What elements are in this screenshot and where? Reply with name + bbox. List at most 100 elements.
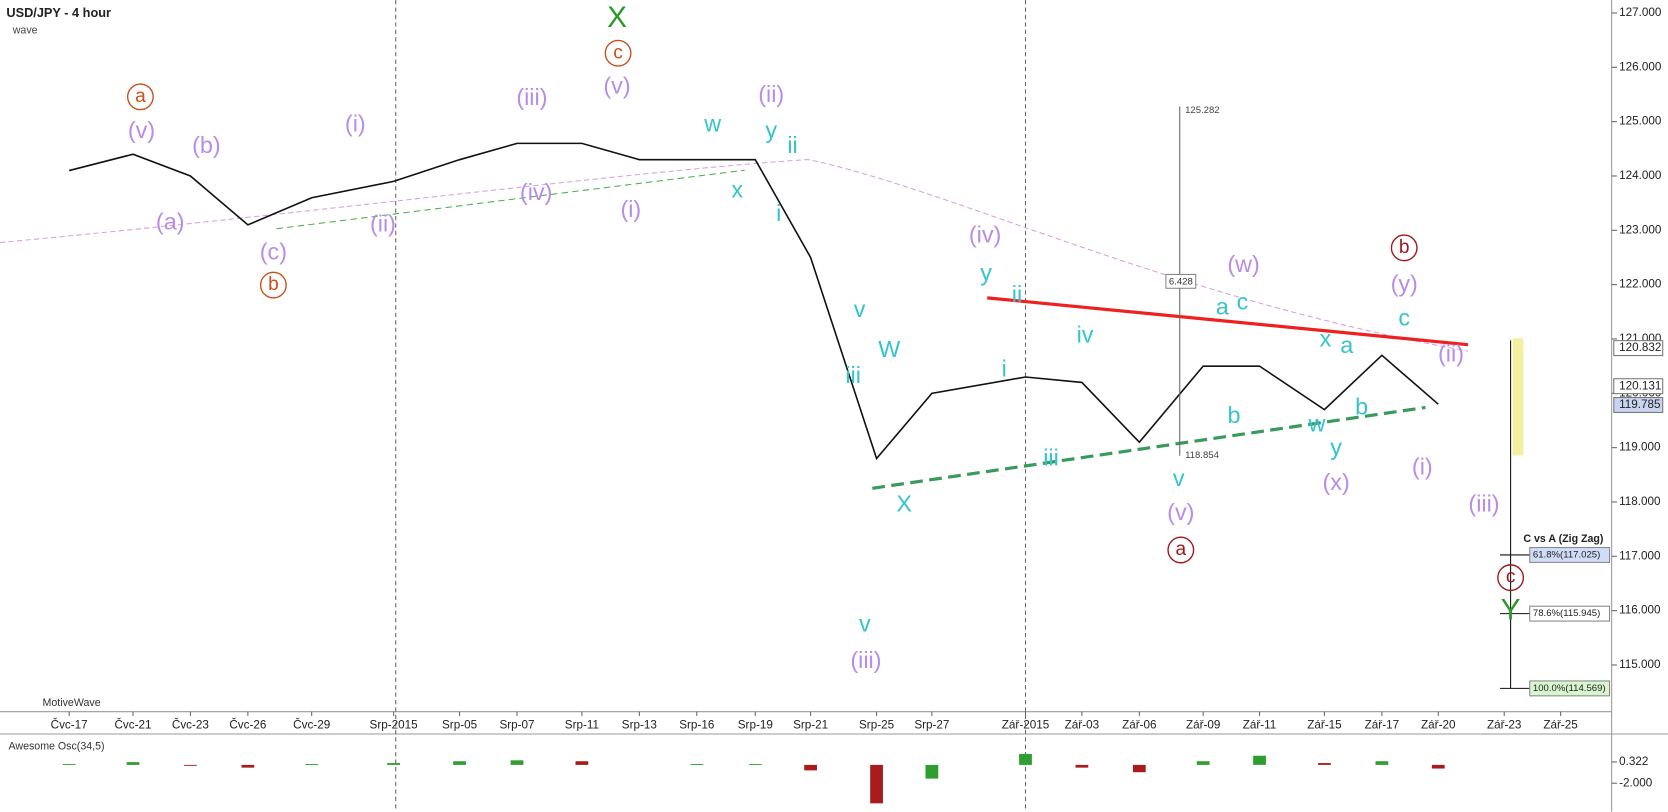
wave-label: (iii): [516, 84, 547, 110]
x-tick-label: Srp-05: [442, 719, 478, 732]
wave-label: c: [613, 42, 623, 63]
trend-line: [987, 296, 1469, 347]
x-tick-label: Srp-25: [859, 719, 895, 732]
osc-bar: [1318, 763, 1331, 765]
wave-label: c: [1398, 304, 1410, 330]
x-tick-label: Zář-17: [1365, 719, 1399, 732]
x-tick-label: Čvc-29: [293, 719, 330, 732]
osc-bar: [690, 763, 704, 765]
fib-label: 100.0%(114.569): [1533, 683, 1606, 694]
y-tick-label: 118.000: [1619, 495, 1661, 508]
x-tick-label: Čvc-21: [114, 719, 151, 732]
x-tick-label: Zář-06: [1122, 719, 1156, 732]
osc-bar: [62, 763, 76, 765]
wave-label: (i): [1412, 453, 1433, 479]
wave-label: (i): [345, 111, 366, 137]
wave-label: b: [268, 274, 279, 295]
x-tick-label: Čvc-23: [172, 719, 209, 732]
watermark: MotiveWave: [43, 697, 101, 709]
wave-label: (v): [1167, 499, 1194, 525]
y-tick-label: 127.000: [1619, 6, 1662, 19]
wave-label: iv: [1077, 321, 1094, 347]
osc-bar: [748, 763, 762, 765]
osc-bar: [1196, 761, 1210, 765]
wave-label: W: [878, 336, 900, 362]
x-tick-label: Zář-03: [1065, 719, 1099, 732]
wave-label: i: [1002, 355, 1007, 381]
wave-label: v: [859, 611, 871, 637]
wave-label: x: [1320, 326, 1332, 352]
x-tick-label: Srp-11: [565, 719, 599, 732]
x-tick-label: Zář-09: [1186, 719, 1220, 732]
y-tick-label: 122.000: [1619, 278, 1662, 291]
fib-box: [1529, 605, 1611, 622]
osc-bar: [1019, 753, 1032, 765]
wave-label: iii: [845, 362, 861, 388]
wave-label: (ii): [758, 81, 784, 107]
wave-label: b: [1355, 394, 1368, 420]
trend-line: [872, 405, 1426, 490]
price-line: [68, 142, 1439, 461]
panel-title: Awesome Osc(34,5): [9, 741, 105, 753]
osc-tick-label: 0.322: [1619, 755, 1648, 768]
wave-label: (b): [192, 132, 221, 158]
wave-label: x: [731, 177, 743, 203]
y-tick-label: 125.000: [1619, 115, 1662, 128]
chart-subtitle: wave: [12, 25, 38, 37]
chart-title: USD/JPY - 4 hour: [6, 5, 111, 20]
wave-label: y: [765, 117, 777, 143]
osc-bar: [510, 760, 524, 765]
fib-label: 61.8%(117.025): [1533, 549, 1600, 560]
y-tick-label: 116.000: [1619, 604, 1661, 617]
osc-bar: [1075, 764, 1089, 768]
wave-label: i: [776, 200, 781, 226]
x-tick-label: Čvc-17: [51, 719, 88, 732]
x-tick-label: Zář-20: [1421, 719, 1456, 732]
wave-label: X: [607, 1, 627, 34]
wave-circle: [1497, 564, 1525, 592]
price-marker: [1613, 340, 1664, 357]
x-tick-label: Srp-27: [914, 719, 949, 732]
osc-bar: [387, 763, 400, 765]
wave-circle: [126, 83, 154, 111]
y-tick-label: 115.000: [1619, 658, 1661, 671]
measure-label: 125.282: [1185, 105, 1220, 116]
wave-label: ii: [1012, 281, 1022, 307]
x-tick-label: Zář-15: [1307, 719, 1342, 732]
wave-label: w: [703, 111, 721, 137]
wave-label: ii: [787, 132, 797, 158]
osc-bar: [1375, 761, 1389, 765]
wave-circle: [604, 39, 632, 67]
wave-label: a: [1216, 294, 1230, 320]
wave-label: (x): [1322, 469, 1349, 495]
fib-box: [1529, 680, 1611, 697]
x-tick-label: Srp-19: [738, 719, 773, 732]
wave-label: w: [1308, 411, 1326, 437]
osc-bar: [870, 764, 883, 804]
price-marker-label: 119.785: [1619, 398, 1661, 411]
y-tick-label: 124.000: [1619, 169, 1662, 182]
price-marker-label: 120.832: [1619, 341, 1661, 354]
wave-circle: [1167, 536, 1195, 564]
x-tick-label: Čvc-26: [229, 719, 266, 732]
wave-label: y: [980, 260, 992, 286]
measure-label: 118.854: [1185, 450, 1220, 461]
osc-tick-label: -2.000: [1619, 776, 1653, 789]
moving-average: [0, 159, 1469, 352]
x-tick-label: Zář-23: [1487, 719, 1521, 732]
osc-bar: [305, 763, 319, 765]
wave-label: a: [135, 86, 146, 107]
osc-bar: [1132, 764, 1146, 773]
wave-label: (iv): [520, 179, 552, 205]
osc-bar: [804, 764, 817, 771]
osc-bar: [241, 764, 255, 768]
osc-bar: [575, 761, 589, 765]
osc-bar: [1253, 755, 1266, 765]
wave-label: a: [1340, 332, 1354, 358]
wave-label: (v): [603, 72, 630, 98]
wave-label: (ii): [370, 211, 396, 237]
wave-label: X: [896, 490, 912, 516]
x-tick-label: Zář-25: [1543, 719, 1578, 732]
